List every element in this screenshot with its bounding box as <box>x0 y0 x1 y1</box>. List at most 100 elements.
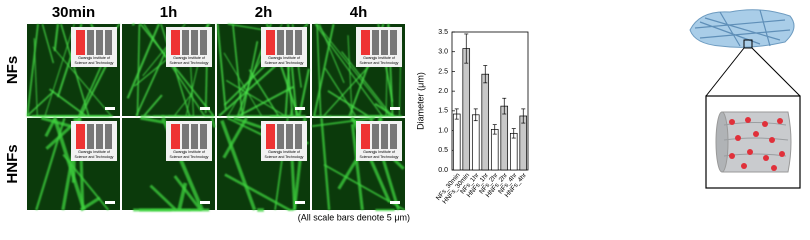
fiber <box>313 23 335 117</box>
bar <box>500 105 509 171</box>
logo-bar <box>277 124 284 149</box>
column-label: 2h <box>255 4 273 21</box>
logo-text: Science and Technology <box>360 155 399 159</box>
schematic <box>689 9 801 189</box>
fiber <box>35 117 66 211</box>
logo-text: Gwangju Institute of <box>78 56 110 60</box>
fiber <box>62 153 110 211</box>
y-tick-label: 1.5 <box>438 108 448 115</box>
y-tick-label: 0.0 <box>438 167 448 174</box>
logo-text: Science and Technology <box>265 61 304 65</box>
fiber <box>350 123 364 211</box>
y-tick-label: 3.5 <box>438 29 448 36</box>
plot-frame <box>451 31 529 171</box>
fiber <box>135 42 171 117</box>
fiber <box>44 117 57 138</box>
logo-text: Science and Technology <box>75 61 114 65</box>
logo-bar <box>372 124 379 149</box>
column-label: 30min <box>52 4 95 21</box>
fiber <box>140 116 164 124</box>
y-tick-label: 1.0 <box>438 127 448 134</box>
y-axis-label: Diameter (μm) <box>415 72 425 130</box>
caption: (All scale bars denote 5 μm) <box>298 212 410 222</box>
fiber <box>324 67 357 117</box>
fiber <box>223 52 263 117</box>
y-tick-label: 0.5 <box>438 147 448 154</box>
logo-bar <box>200 124 207 149</box>
logo-text: Science and Technology <box>170 155 209 159</box>
logo-text: Gwangju Institute of <box>173 150 205 154</box>
logo-bar <box>390 124 397 149</box>
fiber <box>238 85 294 117</box>
logo-red <box>171 30 180 55</box>
bar <box>471 114 480 171</box>
logo-bar <box>286 124 293 149</box>
fiber <box>40 116 72 128</box>
logo-bar <box>381 30 388 55</box>
scale-bar <box>200 201 210 204</box>
bar <box>481 73 490 171</box>
fiber <box>311 117 375 128</box>
logo-red <box>76 124 85 149</box>
scale-bar <box>390 107 400 110</box>
logo-text: Gwangju Institute of <box>268 150 300 154</box>
logo-bar <box>96 124 103 149</box>
fiber <box>26 90 55 117</box>
logo-text: Gwangju Institute of <box>78 150 110 154</box>
fiber <box>224 173 291 212</box>
logo-bar <box>381 124 388 149</box>
fiber <box>216 23 227 110</box>
y-tick-label: 2.5 <box>438 68 448 75</box>
logo-red <box>361 124 370 149</box>
logo-bar <box>87 30 94 55</box>
row-label: NFs <box>4 56 21 84</box>
logo-text: Gwangju Institute of <box>268 56 300 60</box>
logo-red <box>76 30 85 55</box>
fiber <box>52 46 112 117</box>
fiber <box>41 23 55 64</box>
logo-bar <box>286 30 293 55</box>
fiber <box>232 23 244 117</box>
logo-bar <box>105 124 112 149</box>
logo-text: Science and Technology <box>360 61 399 65</box>
fiber <box>79 196 101 212</box>
fiber <box>60 23 90 117</box>
logo-bar <box>390 30 397 55</box>
fiber <box>320 117 331 211</box>
logo-bar <box>191 30 198 55</box>
column-label: 1h <box>160 4 178 21</box>
logo-red <box>266 30 275 55</box>
fiber <box>173 175 202 211</box>
logo-bar <box>277 30 284 55</box>
bar <box>509 132 518 171</box>
fiber <box>131 23 135 26</box>
fiber <box>316 23 391 117</box>
bar <box>452 113 461 171</box>
logo-red <box>361 30 370 55</box>
logo-text: Science and Technology <box>265 155 304 159</box>
logo-text: Science and Technology <box>170 61 209 65</box>
logo-bar <box>295 124 302 149</box>
fiber <box>316 23 322 117</box>
logo-text: Gwangju Institute of <box>173 56 205 60</box>
logo-bar <box>96 30 103 55</box>
logo-text: Science and Technology <box>75 155 114 159</box>
logo-bar <box>200 30 207 55</box>
fiber <box>26 23 39 117</box>
y-tick-label: 3.0 <box>438 49 448 56</box>
fiber <box>210 117 216 128</box>
page: 30min 1h 2h 4h NFs Gwangju Institute of Scienc… <box>3 3 801 223</box>
logo-red <box>171 124 180 149</box>
fiber <box>173 92 193 117</box>
fiber <box>347 35 353 117</box>
logo-text: Gwangju Institute of <box>363 56 395 60</box>
